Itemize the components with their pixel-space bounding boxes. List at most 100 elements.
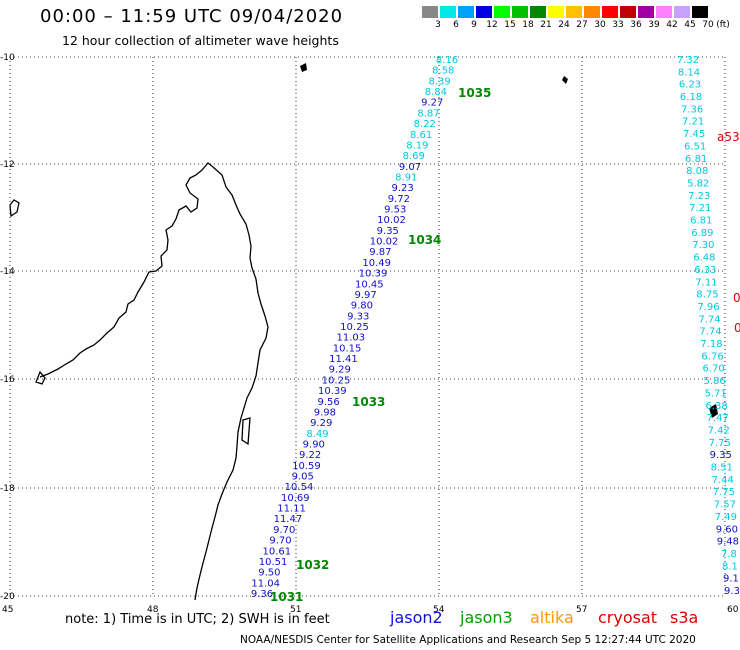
legend-tick: 70 (702, 20, 714, 30)
legend-swatch (566, 6, 582, 18)
wave-height-label: 9.90 (303, 439, 325, 450)
legend-swatch (548, 6, 564, 18)
wave-height-label: 8.1 (722, 561, 738, 572)
wave-height-label: 9.56 (317, 397, 339, 408)
footer-credit: NOAA/NESDIS Center for Satellite Applica… (240, 634, 696, 646)
legend-tick: 27 (576, 20, 588, 30)
wave-height-label: 7.30 (692, 240, 714, 251)
wave-height-label: 9.29 (310, 418, 332, 429)
legend-tick: 24 (558, 20, 570, 30)
jason2-track: 8.168.588.398.849.278.878.228.618.198.69… (251, 55, 458, 600)
right-edge-labels: a53 0 0 (717, 130, 740, 335)
wave-height-label: 8.91 (395, 172, 417, 183)
legend-tick: 3 (435, 20, 441, 30)
legend-tick: 15 (504, 20, 516, 30)
y-tick-label: -14 (0, 267, 15, 277)
wave-height-label: 9.70 (273, 525, 295, 536)
wave-height-label: 8.08 (686, 166, 708, 177)
wave-height-label: 9.33 (347, 311, 369, 322)
wave-height-label: 7.42 (708, 425, 730, 436)
map-title: 00:00 – 11:59 UTC 09/04/2020 (40, 6, 344, 27)
wave-height-label: 10.39 (318, 386, 347, 397)
wave-height-label: 9.98 (314, 407, 336, 418)
wave-height-label: 6.70 (702, 364, 724, 375)
legend-unit: (ft) (716, 20, 730, 30)
cryosat-label: 0 (733, 291, 740, 305)
wave-height-label: 8.61 (410, 130, 432, 141)
wave-height-label: 9.60 (716, 524, 738, 535)
wave-height-label: 8.69 (403, 151, 425, 162)
legend-tick: 33 (612, 20, 624, 30)
wave-height-label: 7.23 (688, 191, 710, 202)
wave-height-label: 9.35 (377, 226, 399, 237)
legend-swatch (512, 6, 528, 18)
wave-height-label: 7.21 (689, 203, 711, 214)
x-tick-label: 45 (2, 605, 13, 615)
wave-height-label: 8.39 (428, 76, 450, 87)
y-tick-label: -18 (0, 484, 15, 494)
legend-swatch (602, 6, 618, 18)
legend-tick: 39 (648, 20, 660, 30)
satellite-cryosat: cryosat (598, 608, 658, 627)
y-tick-label: -20 (0, 592, 15, 602)
wave-height-label: 10.45 (355, 279, 384, 290)
wave-height-label: 9.29 (329, 365, 351, 376)
wave-height-label: 5.71 (704, 388, 726, 399)
wave-height-label: 7.74 (698, 314, 720, 325)
wave-height-label: 9.50 (258, 568, 280, 579)
map-subtitle: 12 hour collection of altimeter wave hei… (62, 33, 339, 48)
wave-height-label: 7.18 (700, 339, 722, 350)
wave-height-label: 6.18 (680, 92, 702, 103)
x-tick-label: 60 (727, 605, 739, 615)
wave-height-label: 7.75 (709, 438, 731, 449)
wave-height-label: 7.45 (683, 129, 705, 140)
right-track: 7.328.146.236.187.367.217.456.516.818.08… (677, 55, 740, 597)
wave-height-label: 7.8 (721, 549, 737, 560)
wave-height-label: 10.49 (362, 258, 391, 269)
wave-height-label: 11.47 (274, 514, 303, 525)
y-tick-label: -10 (0, 53, 15, 63)
wave-height-label: 7.49 (715, 512, 737, 523)
legend-tick: 6 (453, 20, 459, 30)
wave-height-label: 7.44 (712, 475, 734, 486)
wave-height-label: 9.80 (351, 301, 373, 312)
pass-numbers: 1035 1034 1033 1032 1031 (270, 86, 491, 604)
legend-swatch (440, 6, 456, 18)
wave-height-label: 10.39 (359, 269, 388, 280)
legend-swatch (530, 6, 546, 18)
wave-height-label: 9.1 (723, 574, 739, 585)
wave-height-label: 10.25 (340, 322, 369, 333)
pass-number: 1034 (408, 233, 441, 247)
wave-height-label: 8.75 (696, 290, 718, 301)
legend-tick: 21 (540, 20, 552, 30)
coastline (9, 162, 269, 601)
wave-height-label: 9.97 (354, 290, 376, 301)
legend-tick: 42 (666, 20, 678, 30)
wave-height-label: 5.82 (687, 178, 709, 189)
wave-height-label: 10.61 (262, 546, 291, 557)
footer-note: note: 1) Time is in UTC; 2) SWH is in fe… (65, 612, 330, 627)
satellite-jason2: jason2 (390, 608, 443, 627)
wave-height-label: 7.47 (707, 413, 729, 424)
wave-height-label: 9.23 (391, 183, 413, 194)
satellite-altika: altika (530, 608, 574, 627)
x-tick-label: 57 (576, 605, 587, 615)
wave-height-label: 8.14 (678, 67, 700, 78)
wave-height-label: 8.22 (414, 119, 436, 130)
wave-height-label: 6.51 (684, 141, 706, 152)
wave-height-label: 10.15 (333, 343, 362, 354)
wave-height-label: 8.49 (306, 429, 328, 440)
wave-height-label: 9.48 (717, 537, 739, 548)
wave-height-label: 11.41 (329, 354, 358, 365)
legend-tick: 12 (486, 20, 498, 30)
pass-number: 1032 (296, 558, 329, 572)
legend-swatch (584, 6, 600, 18)
pass-number: 1035 (458, 86, 491, 100)
x-tick-label: 48 (147, 605, 159, 615)
wave-height-label: 10.51 (259, 557, 288, 568)
legend-swatch (620, 6, 636, 18)
wave-height-label: 6.81 (690, 216, 712, 227)
legend-tick: 18 (522, 20, 534, 30)
legend-swatch (674, 6, 690, 18)
